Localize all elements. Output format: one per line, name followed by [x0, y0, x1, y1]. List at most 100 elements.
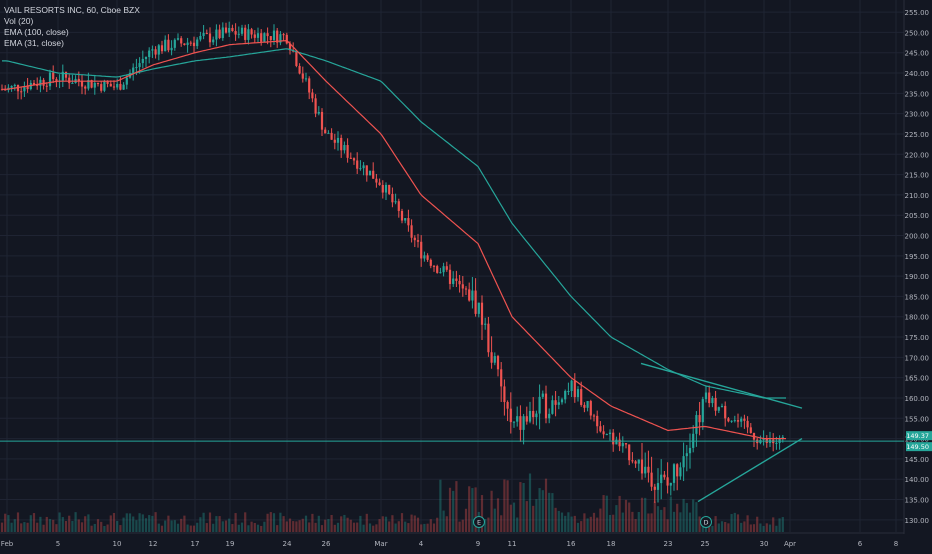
volume-bar-187: [599, 508, 602, 532]
ema-slow-label[interactable]: EMA (100, close): [4, 27, 69, 37]
candle-body-226: [724, 405, 727, 419]
volume-bar-145: [464, 508, 468, 532]
volume-bar-27: [87, 514, 90, 532]
volume-bar-10: [32, 513, 36, 532]
candle-body-24: [77, 78, 80, 82]
candle-body-138: [442, 266, 445, 273]
candle-body-218: [698, 415, 701, 423]
volume-bar-206: [660, 509, 663, 532]
volume-bar-49: [157, 523, 160, 532]
candle-body-198: [634, 461, 637, 464]
volume-bar-50: [160, 525, 164, 532]
volume-bar-21: [68, 515, 71, 532]
volume-bar-68: [218, 516, 221, 532]
current-price-tag-2: [906, 442, 932, 452]
volume-bar-81: [260, 525, 263, 532]
candle-body-164: [525, 416, 528, 422]
candle-body-10: [32, 82, 36, 85]
candle-body-53: [170, 47, 173, 51]
volume-bar-194: [621, 512, 624, 532]
candle-body-163: [522, 416, 525, 430]
candle-body-37: [119, 83, 122, 90]
volume-bar-102: [327, 519, 330, 532]
volume-bar-3: [10, 522, 13, 532]
candle-body-188: [602, 431, 605, 435]
candle-body-117: [375, 178, 378, 183]
y-tick-label: 145.00: [905, 456, 930, 464]
volume-bar-26: [84, 516, 87, 532]
x-tick-label: 4: [419, 540, 424, 548]
candle-body-185: [592, 415, 596, 417]
candle-body-190: [608, 432, 612, 435]
volume-bar-210: [672, 511, 676, 532]
symbol-title[interactable]: VAIL RESORTS INC, 60, Cboe BZX: [4, 5, 140, 15]
candle-body-85: [272, 30, 276, 41]
volume-bar-205: [656, 506, 660, 532]
candle-body-104: [333, 139, 336, 143]
volume-bar-230: [736, 514, 740, 532]
candle-body-178: [570, 380, 573, 391]
candle-body-39: [125, 77, 128, 85]
volume-bar-6: [20, 523, 23, 532]
candle-body-55: [176, 38, 180, 40]
candle-body-140: [448, 269, 452, 284]
volume-bar-48: [154, 512, 157, 532]
candle-body-196: [628, 444, 631, 461]
candle-body-157: [503, 386, 506, 403]
candle-body-244: [781, 437, 784, 439]
y-tick-label: 140.00: [905, 476, 930, 484]
candle-body-148: [474, 290, 477, 314]
volume-bar-5: [16, 512, 20, 532]
candle-body-42: [135, 67, 138, 69]
y-tick-label: 235.00: [905, 90, 930, 98]
volume-bar-75: [240, 522, 244, 532]
candle-body-143: [458, 280, 461, 285]
candle-body-124: [397, 201, 400, 211]
volume-bar-127: [407, 523, 410, 532]
candle-body-21: [68, 77, 71, 84]
candle-body-72: [231, 27, 234, 32]
volume-bar-31: [100, 521, 103, 532]
candle-body-111: [356, 160, 359, 169]
candle-body-102: [327, 132, 330, 134]
candle-body-105: [336, 137, 340, 143]
volume-bar-101: [324, 519, 327, 532]
y-tick-label: 160.00: [905, 395, 930, 403]
current-price-label: 149.37: [906, 432, 929, 440]
volume-bar-114: [365, 513, 368, 532]
volume-bar-174: [557, 510, 560, 532]
volume-bar-182: [583, 513, 586, 532]
volume-bar-238: [762, 525, 765, 532]
volume-bar-115: [368, 523, 372, 532]
volume-bar-140: [448, 487, 452, 532]
candle-body-136: [436, 266, 439, 273]
volume-indicator-label[interactable]: Vol (20): [4, 16, 34, 26]
volume-bar-85: [272, 513, 276, 532]
candle-body-81: [260, 33, 263, 42]
candle-body-110: [352, 158, 356, 161]
candle-body-75: [240, 27, 244, 34]
volume-bar-207: [663, 507, 666, 532]
volume-bar-15: [48, 519, 52, 532]
volume-bar-165: [528, 473, 532, 532]
event-marker-label: E: [477, 519, 481, 527]
candle-body-106: [340, 137, 343, 151]
candle-body-103: [330, 132, 333, 140]
volume-bar-116: [372, 525, 375, 532]
volume-bar-178: [570, 516, 573, 532]
volume-bar-222: [711, 525, 714, 532]
ema-fast-label[interactable]: EMA (31, close): [4, 38, 64, 48]
volume-bar-132: [423, 523, 426, 532]
volume-bar-199: [637, 511, 640, 532]
volume-bar-221: [708, 524, 711, 532]
volume-bar-135: [432, 523, 436, 532]
candle-body-51: [164, 39, 167, 52]
volume-bar-219: [701, 523, 704, 532]
volume-bar-23: [74, 512, 77, 532]
candle-body-215: [688, 447, 692, 454]
volume-bar-141: [452, 490, 455, 532]
volume-bar-95: [304, 515, 308, 532]
volume-bar-109: [349, 519, 352, 532]
